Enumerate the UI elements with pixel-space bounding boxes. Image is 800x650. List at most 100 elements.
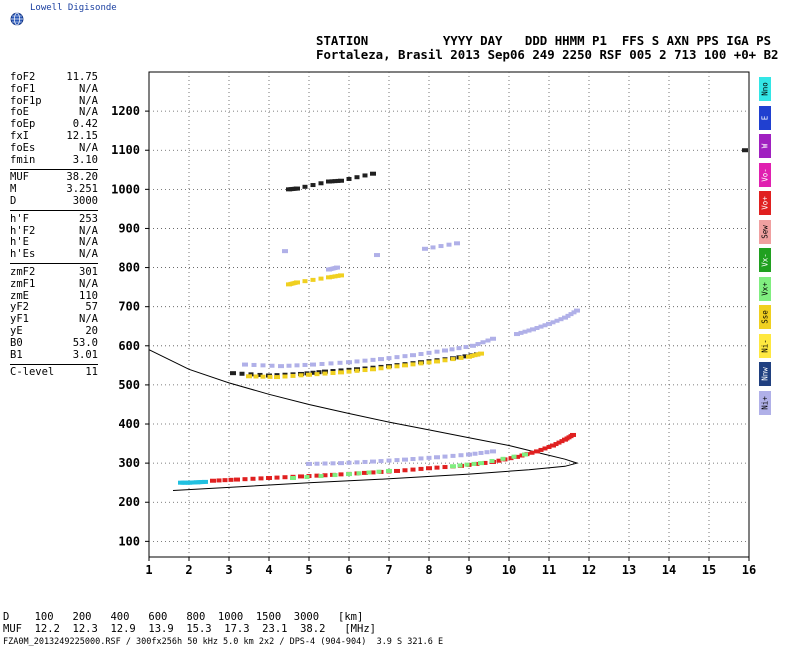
param-row: foE N/A (10, 107, 98, 119)
legend-label: Vx+ (760, 281, 770, 296)
legend-label: Sse (760, 310, 770, 324)
echo-point (556, 440, 562, 445)
echo-point (426, 350, 432, 355)
param-row: C-level 11 (10, 367, 98, 379)
param-divider (10, 168, 98, 170)
echo-point (450, 464, 456, 469)
echo-point (472, 451, 478, 456)
echo-point (346, 360, 352, 365)
echo-point (362, 470, 368, 475)
echo-point (334, 265, 340, 270)
echo-point (529, 450, 535, 455)
echo-point (242, 362, 248, 367)
echo-point (274, 475, 280, 480)
echo-point (338, 273, 344, 278)
station-header: STATION YYYY DAY DDD HHMM P1 FFS S AXN P… (316, 34, 779, 62)
echo-point (484, 450, 490, 455)
echo-point (500, 456, 506, 461)
echo-point (354, 359, 360, 364)
param-label: h'F2 (10, 224, 36, 237)
param-value: 11 (85, 366, 98, 379)
file-info-footer: FZA0M_2013249225000.RSF / 300fx256h 50 k… (3, 637, 444, 647)
echo-point (246, 374, 252, 379)
echo-point (326, 179, 332, 184)
echo-point (338, 178, 344, 183)
param-label: foE (10, 106, 29, 119)
echo-point (546, 321, 552, 326)
param-divider (10, 363, 98, 365)
echo-trace (290, 452, 528, 480)
legend-item: Vo- (759, 162, 771, 187)
param-label: D (10, 194, 17, 207)
echo-point (260, 363, 266, 368)
echo-point (274, 375, 280, 380)
echo-point (332, 179, 338, 184)
echo-point (514, 454, 520, 459)
polarization-legend: Nno E W Vo- Vo+ Sew Vx- Vx+ Sse Ni- Nnw Ni+ (759, 77, 772, 419)
echo-point (490, 336, 496, 341)
y-tick-label: 200 (118, 495, 140, 509)
echo-point (253, 374, 259, 379)
x-tick-label: 13 (622, 563, 636, 577)
echo-point (282, 249, 288, 254)
echo-point (462, 354, 468, 359)
echo-point (402, 363, 408, 368)
echo-point (332, 274, 338, 279)
echo-point (346, 369, 352, 374)
y-tick-label: 600 (118, 339, 140, 353)
echo-point (410, 353, 416, 358)
x-tick-label: 2 (185, 563, 192, 577)
param-label: zmF2 (10, 265, 36, 278)
echo-point (294, 186, 300, 191)
param-row: B1 3.01 (10, 348, 98, 362)
y-tick-label: 400 (118, 417, 140, 431)
param-row: fxI 12.15 (10, 130, 98, 143)
legend-label: Sew (760, 224, 770, 239)
echo-point (402, 354, 408, 359)
echo-point (464, 462, 470, 467)
param-label: yF1 (10, 313, 29, 326)
param-row: B0 53.0 (10, 337, 98, 350)
echo-point (318, 181, 324, 186)
echo-point (550, 443, 556, 448)
echo-point (216, 478, 222, 483)
legend-label: Vx- (760, 253, 770, 267)
echo-point (386, 365, 392, 370)
echo-point (346, 460, 352, 465)
legend-label: Vo+ (760, 196, 770, 210)
echo-point (366, 470, 372, 475)
echo-point (489, 458, 495, 463)
echo-point (418, 466, 424, 471)
echo-point (478, 351, 484, 356)
echo-point (558, 317, 564, 322)
echo-point (450, 453, 456, 458)
echo-point (314, 461, 320, 466)
param-value: N/A (79, 94, 98, 107)
echo-point (329, 179, 335, 184)
echo-point (329, 274, 335, 279)
param-value: 301 (79, 265, 98, 278)
param-label: foF2 (10, 71, 36, 83)
echo-point (302, 279, 308, 284)
echo-point (442, 454, 448, 459)
legend-item: W (759, 134, 771, 158)
echo-point (426, 455, 432, 460)
echo-point (330, 461, 336, 466)
param-value: 3.01 (72, 348, 98, 361)
echo-point (446, 242, 452, 247)
echo-point (496, 458, 502, 463)
x-tick-label: 3 (225, 563, 232, 577)
echo-point (472, 353, 478, 358)
echo-point (210, 478, 216, 483)
echo-point (418, 456, 424, 461)
echo-point (354, 175, 360, 180)
x-tick-label: 9 (465, 563, 472, 577)
y-tick-label: 1100 (111, 143, 140, 157)
echo-point (338, 370, 344, 375)
header-line-2: Fortaleza, Brasil 2013 Sep06 249 2250 RS… (316, 47, 779, 62)
param-value: 0.42 (72, 118, 98, 131)
echo-point (522, 329, 528, 334)
param-label: MUF (10, 171, 29, 184)
legend-label: Ni- (760, 338, 770, 353)
